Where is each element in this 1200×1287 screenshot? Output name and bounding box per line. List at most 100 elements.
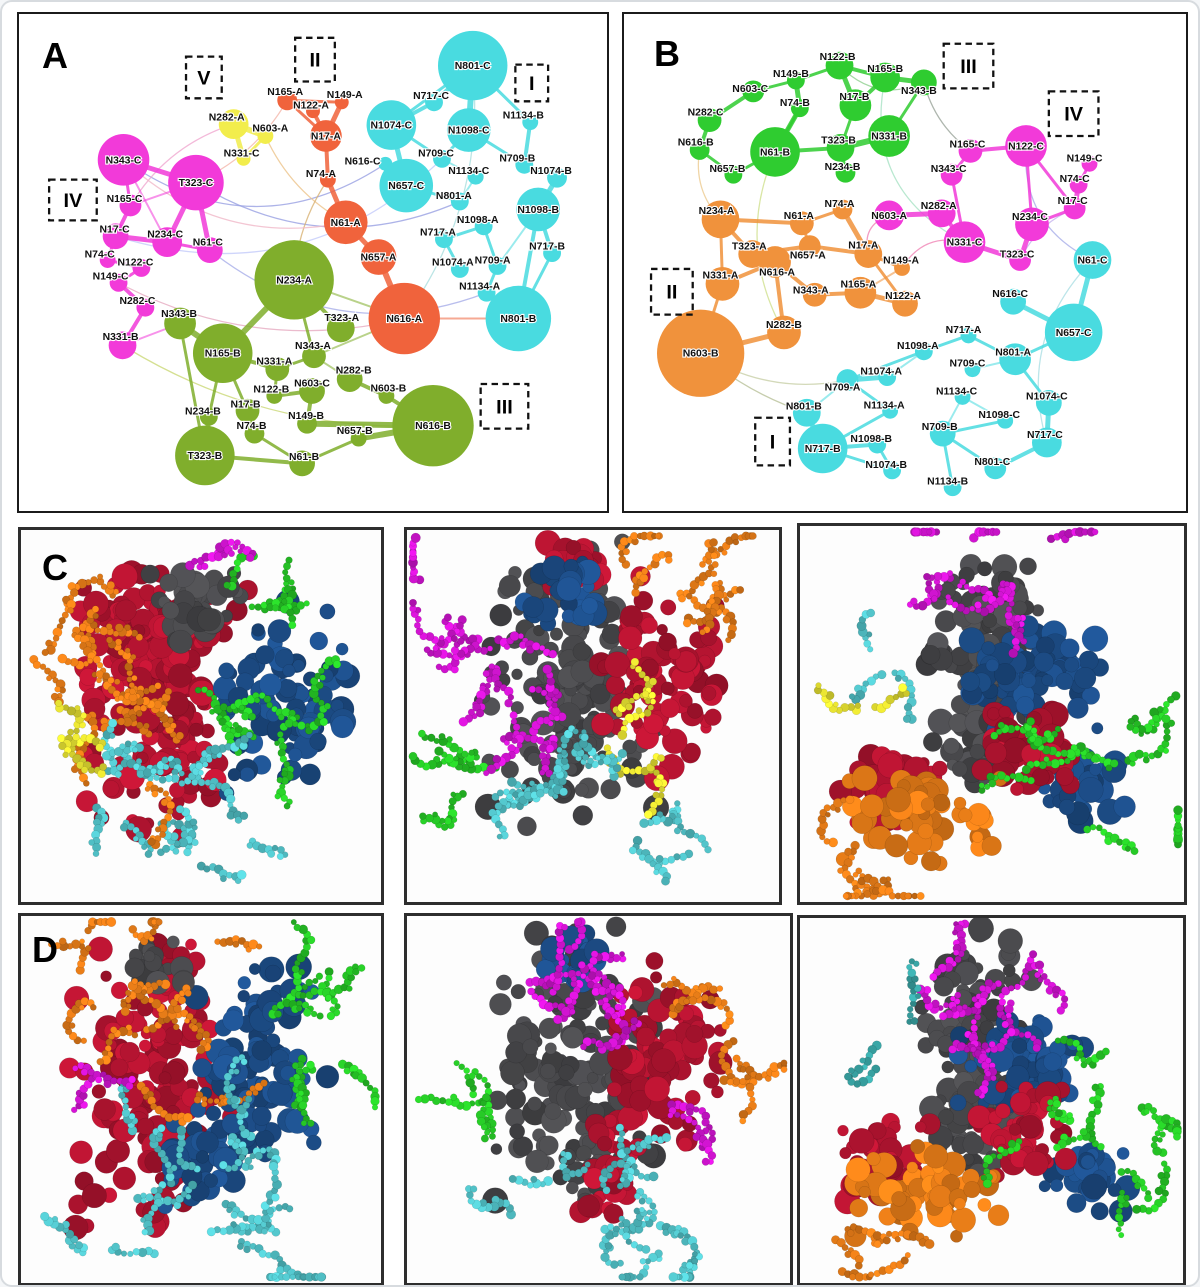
node-label: N331-C <box>224 148 260 159</box>
node-T323-A <box>738 240 767 268</box>
node-label: N165-B <box>867 64 903 75</box>
node-label: N149-B <box>773 69 809 80</box>
node-label: N165-B <box>205 349 241 360</box>
node-N122-B <box>825 51 854 80</box>
node-label: N1074-A <box>432 257 474 268</box>
node-label: N801-B <box>500 314 536 325</box>
cluster-label: IV <box>64 190 84 212</box>
cluster-label: I <box>770 432 776 454</box>
node-N61-C <box>1073 241 1112 279</box>
node-N282-B <box>336 366 363 392</box>
node-N603-C <box>299 378 325 404</box>
node-N717-C <box>425 93 443 112</box>
cluster-box-I <box>754 416 792 467</box>
structure-panel-d-side-1 <box>18 913 384 1285</box>
node-N801-A <box>999 343 1031 376</box>
network-panel-b: III IV II I N122-B N149-B N165-B N603-C N74-B N17… <box>622 12 1188 513</box>
node-N17-A <box>310 120 342 152</box>
node-label: N717-B <box>529 242 565 253</box>
node-N61-B <box>289 450 315 477</box>
node-N1074-A <box>878 368 897 387</box>
node-N1134-C <box>467 168 484 185</box>
node-T323-C <box>168 154 224 211</box>
node-T323-B <box>826 134 855 162</box>
cluster-box-IV <box>1047 90 1100 138</box>
node-label: N343-C <box>931 164 967 175</box>
node-label: N149-B <box>288 411 324 422</box>
node-label: N61-A <box>784 211 815 222</box>
node-label: N74-B <box>780 98 811 109</box>
cross-edge <box>129 123 234 206</box>
node-N234-B <box>199 407 218 426</box>
node-N1098-A <box>914 342 933 361</box>
node-N801-B <box>792 398 821 427</box>
node-label: N717-C <box>1027 430 1063 441</box>
node-N61-C <box>196 237 223 263</box>
node-N603-B <box>378 387 395 404</box>
node-label: N657-B <box>709 164 745 175</box>
node-label: N17-B <box>231 399 262 410</box>
node-N709-A <box>836 369 859 391</box>
cluster-label: II <box>666 282 677 304</box>
node-N657-A <box>798 235 821 258</box>
node-label: N74-B <box>236 421 267 432</box>
node-N1134-B <box>522 114 539 131</box>
node-label: N343-A <box>295 341 331 352</box>
molecule-render <box>414 916 788 1282</box>
node-N343-C <box>97 134 150 186</box>
node-label: N149-C <box>93 271 129 282</box>
network-panel-a: V II I IV III N282-A N603-A N331-C N343-C T323-C N… <box>17 12 609 513</box>
node-N331-B <box>868 115 910 157</box>
node-label: N1098-A <box>897 341 939 352</box>
node-label: N282-A <box>921 201 957 212</box>
node-label: N717-B <box>805 444 841 455</box>
node-label: T323-C <box>1000 250 1035 261</box>
structure-panel-d-top <box>797 915 1186 1285</box>
node-label: N149-A <box>883 255 919 266</box>
node-label: N234-A <box>699 206 735 217</box>
node-N603-C <box>742 80 765 103</box>
node-N1134-A <box>477 283 496 302</box>
node-label: N1134-C <box>936 386 978 397</box>
node-label: N801-C <box>455 61 491 72</box>
node-N331-C <box>236 151 251 166</box>
node-N657-C <box>379 158 434 213</box>
node-label: N1134-A <box>864 400 906 411</box>
node-label: N331-A <box>256 357 292 368</box>
node-label: N603-A <box>252 124 288 135</box>
panel-c-letter: C <box>42 547 68 588</box>
node-label: N616-C <box>345 156 381 167</box>
node-N122-C <box>1005 125 1047 167</box>
node-label: N1074-C <box>371 121 413 132</box>
structure-panel-c-top <box>797 523 1187 905</box>
cluster-box-I <box>514 63 550 103</box>
node-N343-A <box>802 282 827 307</box>
structure-panel-c-side-2 <box>404 527 782 905</box>
node-N1074-B <box>547 167 567 188</box>
molecule-render <box>40 917 380 1282</box>
node-label: N234-C <box>1012 212 1048 223</box>
node-N657-A <box>360 239 397 275</box>
edge <box>961 395 1007 422</box>
node-label: N122-B <box>820 52 856 63</box>
node-T323-B <box>175 425 235 486</box>
node-label: N61-C <box>1077 255 1108 266</box>
node-N717-A <box>960 327 977 344</box>
node-label: N282-B <box>336 366 372 377</box>
node-N603-B <box>656 309 745 397</box>
node-label: N122-C <box>117 257 153 268</box>
node-label: T323-A <box>732 242 767 253</box>
structure-panel-d-side-2 <box>404 913 793 1285</box>
node-label: N122-A <box>293 101 329 112</box>
node-N717-B <box>543 244 562 263</box>
node-label: N1098-C <box>448 126 490 137</box>
node-N234-C <box>1015 207 1049 242</box>
node-N603-A <box>874 200 905 231</box>
node-label: N657-C <box>388 181 424 192</box>
node-label: N61-B <box>760 147 791 158</box>
node-N801-C <box>437 30 508 101</box>
cluster-label: III <box>496 396 513 418</box>
node-label: N801-C <box>974 457 1010 468</box>
node-label: N343-B <box>161 309 197 320</box>
